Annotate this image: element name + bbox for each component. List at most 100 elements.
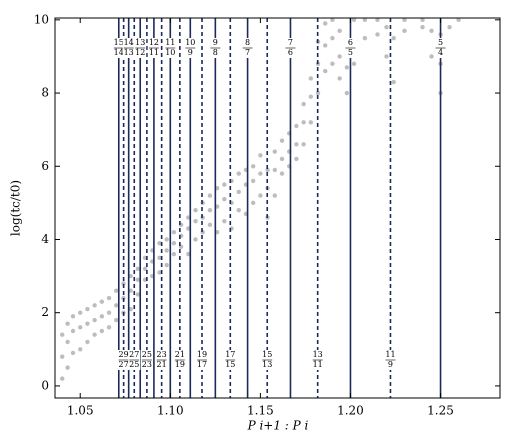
point xyxy=(85,339,90,345)
point xyxy=(384,24,389,30)
point xyxy=(279,138,285,143)
fraction-denominator: 8 xyxy=(213,48,218,57)
point xyxy=(193,218,198,224)
point xyxy=(279,156,285,162)
point xyxy=(65,321,70,326)
point xyxy=(128,288,133,293)
point xyxy=(171,251,177,257)
point xyxy=(351,61,357,66)
point xyxy=(344,90,350,96)
point xyxy=(186,251,191,257)
point xyxy=(128,273,133,279)
fraction-denominator: 25 xyxy=(129,360,139,369)
point xyxy=(114,317,119,323)
fraction-numerator: 27 xyxy=(129,350,139,359)
point xyxy=(78,310,83,315)
point xyxy=(236,171,241,176)
point xyxy=(222,218,227,224)
point xyxy=(301,101,306,107)
point xyxy=(391,79,396,85)
point xyxy=(106,295,112,301)
fraction-denominator: 17 xyxy=(197,360,207,369)
fraction-denominator: 12 xyxy=(135,48,145,57)
point xyxy=(301,120,306,125)
point xyxy=(258,193,263,198)
point xyxy=(429,54,434,59)
point xyxy=(157,255,162,260)
y-axis-label: log(tc/t0) xyxy=(9,180,23,236)
point xyxy=(207,193,213,198)
point xyxy=(344,65,350,70)
point xyxy=(308,94,314,99)
point xyxy=(250,164,256,169)
point xyxy=(60,354,65,359)
y-tick-label: 0 xyxy=(41,378,49,392)
x-tick-label: 1.25 xyxy=(427,404,454,418)
fraction-numerator: 13 xyxy=(135,38,145,47)
fraction-numerator: 25 xyxy=(142,350,152,359)
fraction-denominator: 11 xyxy=(149,48,159,57)
fraction-numerator: 6 xyxy=(348,38,353,47)
point xyxy=(186,215,191,220)
point xyxy=(157,240,162,246)
fraction-denominator: 4 xyxy=(438,48,443,57)
point xyxy=(258,171,263,176)
point xyxy=(294,142,299,147)
fraction-denominator: 15 xyxy=(225,360,235,369)
point xyxy=(362,17,368,23)
fraction-denominator: 9 xyxy=(188,48,193,57)
point xyxy=(114,303,119,308)
fraction-numerator: 21 xyxy=(175,350,185,359)
point xyxy=(85,321,90,326)
fraction-numerator: 8 xyxy=(245,38,250,47)
fraction-numerator: 10 xyxy=(185,38,195,47)
point xyxy=(70,314,76,319)
fraction-denominator: 27 xyxy=(119,360,129,369)
point xyxy=(301,142,306,147)
point xyxy=(337,28,342,34)
point xyxy=(272,193,277,198)
fraction-denominator: 19 xyxy=(175,360,185,369)
point xyxy=(294,123,299,129)
point xyxy=(106,310,112,315)
point xyxy=(362,35,368,41)
point xyxy=(92,303,97,308)
point xyxy=(99,328,105,334)
point xyxy=(258,153,263,158)
point xyxy=(236,189,241,195)
point xyxy=(70,350,76,356)
plot-frame xyxy=(54,17,501,399)
fraction-numerator: 14 xyxy=(124,38,134,47)
fraction-numerator: 11 xyxy=(165,38,175,47)
x-tick-label: 1.20 xyxy=(337,404,364,418)
point xyxy=(308,120,314,125)
fraction-numerator: 12 xyxy=(149,38,159,47)
point xyxy=(222,197,227,202)
point xyxy=(272,149,277,154)
fraction-denominator: 21 xyxy=(157,360,167,369)
point xyxy=(85,306,90,312)
fraction-numerator: 23 xyxy=(157,350,167,359)
y-tick-label: 8 xyxy=(41,86,49,100)
point xyxy=(337,54,342,59)
fraction-numerator: 13 xyxy=(313,350,323,359)
fraction-numerator: 15 xyxy=(114,38,124,47)
x-tick-label: 1.05 xyxy=(67,404,94,418)
fraction-denominator: 23 xyxy=(142,360,152,369)
point xyxy=(78,325,83,330)
point xyxy=(429,28,434,34)
point xyxy=(106,325,112,330)
fraction-numerator: 19 xyxy=(197,350,207,359)
point xyxy=(92,332,97,337)
fraction-denominator: 6 xyxy=(288,48,293,57)
point xyxy=(65,365,70,370)
point xyxy=(171,240,177,246)
point xyxy=(402,17,407,23)
point xyxy=(337,76,342,81)
point xyxy=(142,266,148,271)
point xyxy=(78,347,83,352)
fraction-denominator: 13 xyxy=(124,48,134,57)
point xyxy=(207,222,213,228)
point xyxy=(222,182,227,187)
